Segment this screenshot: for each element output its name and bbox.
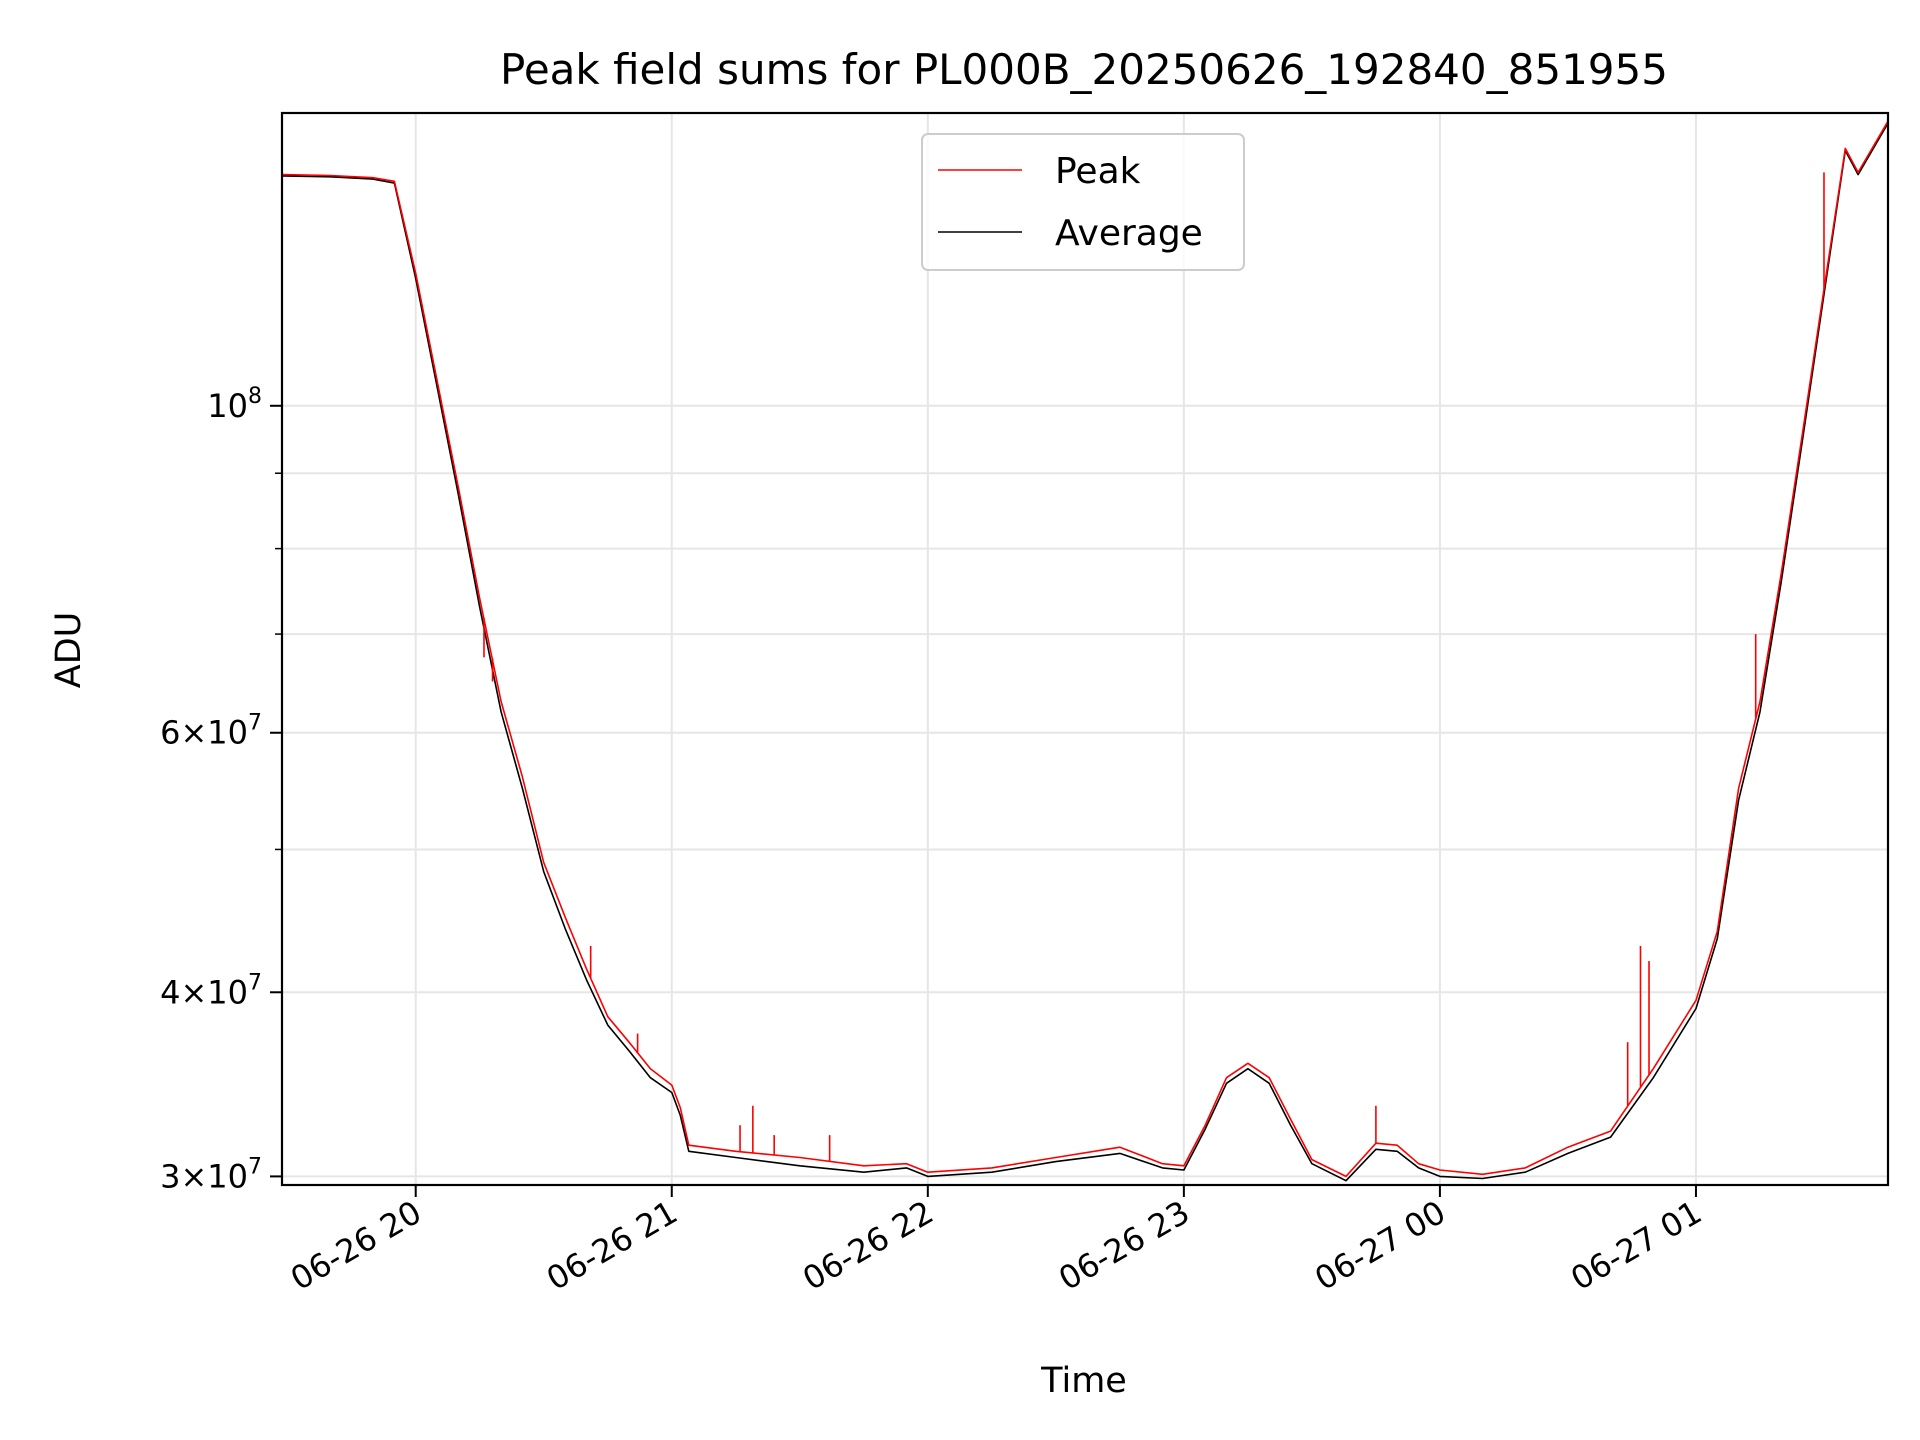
chart-title: Peak field sums for PL000B_20250626_1928… — [500, 45, 1668, 94]
legend-label-average: Average — [1055, 213, 1203, 254]
series-line-average — [281, 122, 1889, 1182]
y-tick-label: 6×107 — [160, 711, 262, 752]
series-line-peak — [281, 120, 1889, 1178]
y-tick-label: 108 — [207, 384, 262, 425]
plot-frame — [280, 111, 1890, 1187]
legend-box — [921, 133, 1245, 271]
grid — [282, 113, 1888, 1185]
y-axis-label: ADU — [49, 612, 89, 689]
legend: Peak Average — [921, 133, 1245, 271]
legend-label-peak: Peak — [1055, 151, 1141, 192]
x-axis-label: Time — [1040, 1361, 1127, 1401]
plot-area — [281, 120, 1889, 1182]
y-tick-label: 4×107 — [160, 970, 262, 1011]
y-axis: 3×107 4×107 6×107 108 — [160, 384, 282, 1195]
y-tick-label: 3×107 — [160, 1154, 262, 1195]
